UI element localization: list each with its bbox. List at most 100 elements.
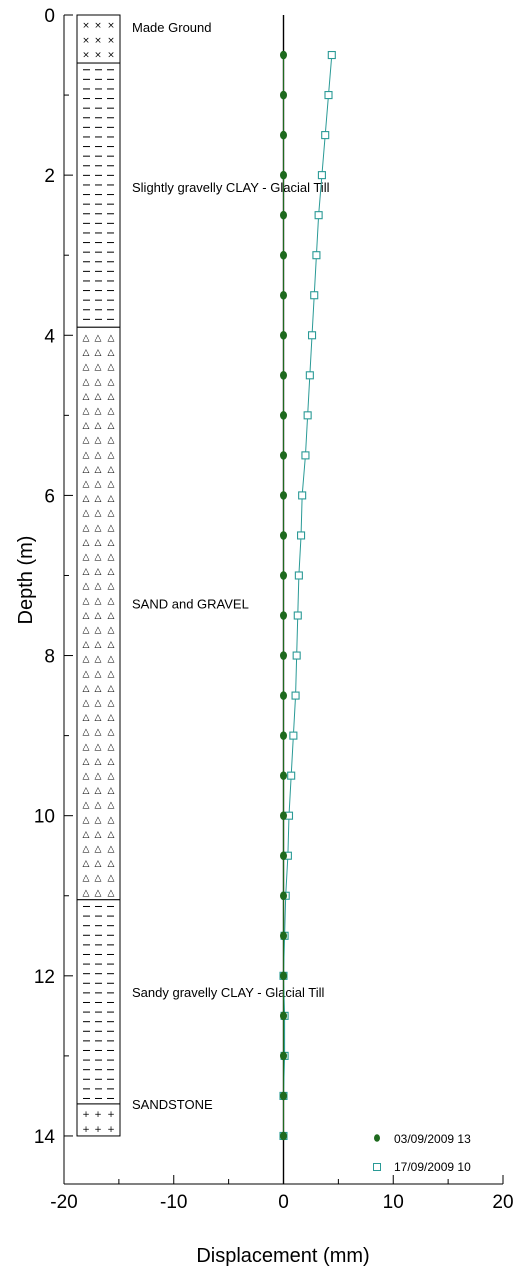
stratum-glyph: △	[83, 815, 90, 825]
series-2-point	[303, 411, 312, 420]
stratum-glyph: △	[95, 830, 102, 840]
stratum-glyph: △	[108, 465, 115, 475]
stratum-glyph: △	[108, 625, 115, 635]
stratum-glyph: △	[95, 479, 102, 489]
stratum-glyph: △	[108, 494, 115, 504]
stratum-pattern-2: △ △ △ △ △ △ △ △ △ △ △ △ △ △ △ △ △ △ △ △ △ △ △ △ △ △ △ △ △ △ △ △ △ △ △ △ △ △ △ △…	[83, 333, 115, 898]
y-tick-label: 12	[34, 967, 55, 988]
stratum-glyph: △	[95, 567, 102, 577]
stratum-label-4: SANDSTONE	[132, 1097, 213, 1112]
stratum-glyph: △	[108, 742, 115, 752]
stratum-glyph: △	[108, 479, 115, 489]
series-1-point	[279, 531, 287, 540]
series-1-point	[279, 210, 287, 220]
y-tick-label: 14	[34, 1127, 56, 1148]
stratum-glyph: △	[83, 450, 90, 460]
stratum-glyph: △	[108, 611, 115, 621]
series-1-point	[279, 811, 287, 820]
stratum-glyph: △	[95, 392, 102, 402]
stratum-glyph: △	[95, 888, 102, 898]
series-1-point	[279, 931, 287, 941]
stratum-glyph: △	[83, 363, 90, 373]
stratum-glyph: △	[95, 874, 102, 884]
series-1-point	[279, 571, 287, 580]
stratum-glyph: △	[83, 698, 90, 708]
series-1-point	[279, 371, 287, 380]
legend-label-1: 03/09/2009 13	[394, 1132, 471, 1146]
stratum-glyph: △	[95, 742, 102, 752]
stratum-glyph: △	[108, 552, 115, 562]
stratum-label-1: Slightly gravelly CLAY - Glacial Till	[132, 180, 330, 195]
stratum-glyph: ×	[94, 36, 102, 46]
x-tick-label: -10	[160, 1192, 187, 1213]
series-2-point	[293, 611, 302, 620]
stratum-glyph: △	[83, 888, 90, 898]
stratum-label-0: Made Ground	[132, 20, 212, 35]
series-1-point	[279, 451, 287, 460]
stratum-glyph: ×	[107, 50, 115, 60]
stratum-glyph: △	[83, 625, 90, 635]
series-2-point	[317, 171, 326, 180]
stratum-glyph: △	[108, 655, 115, 665]
stratum-glyph: △	[108, 801, 115, 811]
stratum-glyph: △	[83, 377, 90, 387]
series-1-point	[279, 1091, 287, 1101]
legend: 03/09/2009 13 17/09/2009 10	[373, 1132, 471, 1174]
series-1-point	[279, 1051, 287, 1061]
stratum-glyph: △	[83, 465, 90, 475]
stratum-glyph: △	[95, 640, 102, 650]
series-1-point	[279, 891, 287, 901]
series-2-point	[327, 50, 336, 60]
stratum-glyph: △	[95, 538, 102, 548]
stratum-glyph: △	[95, 509, 102, 519]
stratum-glyph: △	[83, 523, 90, 533]
stratum-glyph: △	[95, 611, 102, 621]
y-tick-label: 2	[44, 166, 55, 187]
stratum-glyph: △	[108, 450, 115, 460]
stratum-glyph: △	[95, 698, 102, 708]
series-2-point	[324, 91, 333, 100]
series-2-point	[314, 211, 323, 220]
stratum-glyph: △	[83, 859, 90, 869]
stratum-glyph: △	[95, 771, 102, 781]
y-tick-label: 8	[44, 647, 55, 668]
stratum-glyph: △	[108, 713, 115, 723]
stratum-glyph: △	[95, 494, 102, 504]
stratum-glyph: +	[107, 1110, 115, 1120]
series-2-point	[321, 131, 330, 140]
stratum-glyph: △	[95, 844, 102, 854]
stratum-glyph: △	[108, 640, 115, 650]
stratum-glyph: △	[83, 392, 90, 402]
stratum-glyph: △	[108, 538, 115, 548]
stratum-glyph: △	[83, 596, 90, 606]
legend-marker-2	[373, 1163, 381, 1171]
stratum-glyph: △	[95, 436, 102, 446]
series-2-point	[294, 571, 303, 580]
stratum-glyph: △	[83, 421, 90, 431]
stratum-glyph: △	[108, 333, 115, 343]
series-line-2	[282, 54, 333, 1136]
series-1-point	[279, 250, 287, 260]
stratum-glyph: △	[95, 728, 102, 738]
y-tick-label: 0	[44, 6, 55, 27]
stratum-glyph: +	[94, 1125, 102, 1135]
stratum-glyph: △	[83, 801, 90, 811]
series-1-point	[279, 611, 287, 620]
stratum-glyph: △	[83, 757, 90, 767]
stratum-glyph: +	[94, 1110, 102, 1120]
stratum-pattern-0: × × × × × × × × ×	[82, 21, 115, 60]
stratum-glyph: △	[95, 713, 102, 723]
stratum-glyph: △	[83, 771, 90, 781]
stratum-glyph: △	[108, 669, 115, 679]
stratum-glyph: △	[83, 436, 90, 446]
strata-column: × × ×× × ×× × ×△ △ △△ △ △△ △ △△ △ △△ △ △△ △ △△ △ △△ △ △△ △ △△ △ △△…	[76, 14, 121, 1137]
stratum-glyph: △	[83, 611, 90, 621]
stratum-glyph: △	[108, 757, 115, 767]
series-2-point	[292, 651, 301, 660]
stratum-glyph: △	[83, 669, 90, 679]
stratum-glyph: ×	[107, 21, 115, 31]
stratum-glyph: △	[83, 844, 90, 854]
stratum-glyph: △	[108, 844, 115, 854]
legend-marker-1	[374, 1134, 380, 1142]
series-1-point	[279, 1011, 287, 1021]
